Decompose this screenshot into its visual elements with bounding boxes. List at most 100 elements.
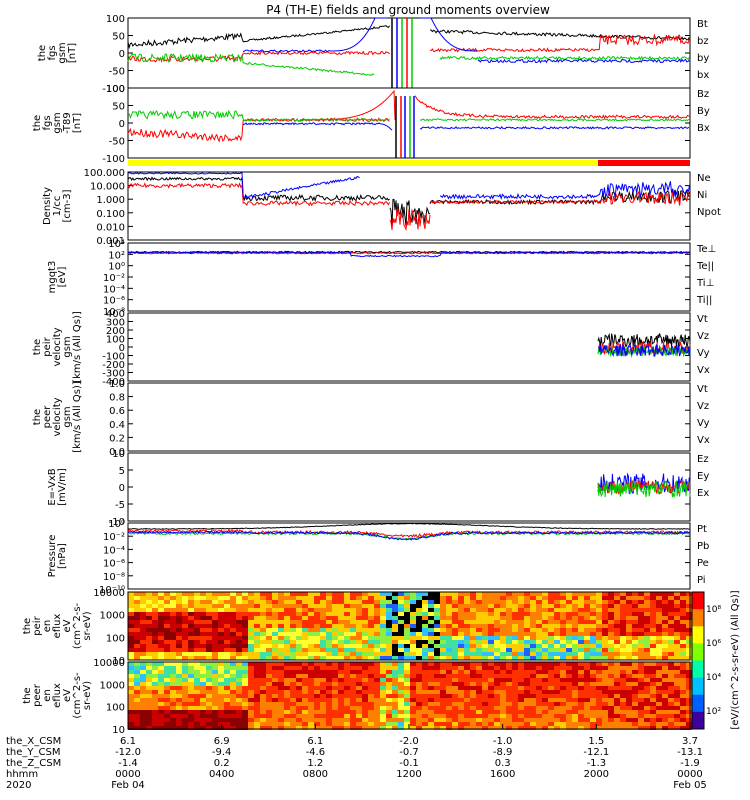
spectrogram-cell: [494, 624, 500, 628]
spectrogram-cell: [458, 702, 464, 706]
spectrogram-cell: [140, 670, 146, 674]
spectrogram-cell: [416, 612, 422, 616]
spectrogram-cell: [476, 604, 482, 608]
spectrogram-cell: [152, 706, 158, 710]
spectrogram-cell: [500, 632, 506, 636]
spectrogram-cell: [248, 690, 254, 694]
spectrogram-cell: [332, 714, 338, 718]
spectrogram-cell: [248, 698, 254, 702]
spectrogram-cell: [314, 722, 320, 726]
spectrogram-cell: [674, 628, 680, 632]
spectrogram-cell: [344, 620, 350, 624]
spectrogram-cell: [650, 722, 656, 726]
spectrogram-cell: [344, 600, 350, 604]
spectrogram-cell: [548, 656, 554, 660]
spectrogram-cell: [560, 714, 566, 718]
spectrogram-cell: [590, 670, 596, 674]
spectrogram-cell: [374, 678, 380, 682]
spectrogram-cell: [590, 710, 596, 714]
series-by: [127, 52, 375, 76]
spectrogram-cell: [296, 644, 302, 648]
spectrogram-cell: [320, 702, 326, 706]
spectrogram-cell: [536, 686, 542, 690]
x-row-label: the_Z_CSM: [6, 758, 61, 769]
spectrogram-cell: [590, 678, 596, 682]
spectrogram-cell: [236, 702, 242, 706]
spectrogram-cell: [542, 662, 548, 666]
spectrogram-cell: [542, 678, 548, 682]
spectrogram-cell: [578, 628, 584, 632]
spectrogram-cell: [524, 612, 530, 616]
spectrogram-cell: [338, 706, 344, 710]
spectrogram-cell: [632, 674, 638, 678]
spectrogram-cell: [200, 702, 206, 706]
spectrogram-cell: [134, 670, 140, 674]
spectrogram-cell: [326, 674, 332, 678]
spectrogram-cell: [590, 640, 596, 644]
spectrogram-cell: [140, 690, 146, 694]
spectrogram-cell: [674, 682, 680, 686]
spectrogram-cell: [608, 648, 614, 652]
spectrogram-cell: [596, 694, 602, 698]
spectrogram-cell: [356, 710, 362, 714]
spectrogram-cell: [368, 698, 374, 702]
spectrogram-cell: [404, 636, 410, 640]
spectrogram-cell: [680, 628, 686, 632]
spectrogram-cell: [500, 678, 506, 682]
spectrogram-cell: [416, 648, 422, 652]
spectrogram-cell: [200, 648, 206, 652]
spectrogram-cell: [506, 656, 512, 660]
spectrogram-cell: [128, 666, 134, 670]
spectrogram-cell: [212, 722, 218, 726]
spectrogram-cell: [662, 628, 668, 632]
spectrogram-cell: [260, 690, 266, 694]
spectrogram-cell: [434, 694, 440, 698]
spectrogram-cell: [176, 604, 182, 608]
spectrogram-cell: [584, 624, 590, 628]
spectrogram-cell: [614, 648, 620, 652]
spectrogram-cell: [428, 592, 434, 596]
spectrogram-cell: [398, 608, 404, 612]
spectrogram-cell: [602, 670, 608, 674]
spectrogram-cell: [674, 620, 680, 624]
spectrogram-cell: [410, 710, 416, 714]
spectrogram-cell: [470, 604, 476, 608]
spectrogram-cell: [422, 694, 428, 698]
spectrogram-cell: [314, 592, 320, 596]
spectrogram-cell: [254, 652, 260, 656]
spectrogram-cell: [452, 604, 458, 608]
spectrogram-cell: [386, 670, 392, 674]
spectrogram-cell: [200, 616, 206, 620]
spectrogram-cell: [266, 698, 272, 702]
legend-bx: bx: [697, 70, 709, 81]
spectrogram-cell: [368, 624, 374, 628]
spectrogram-cell: [674, 592, 680, 596]
spectrogram-cell: [266, 620, 272, 624]
spectrogram-cell: [440, 608, 446, 612]
spectrogram-cell: [218, 656, 224, 660]
spectrogram-cell: [308, 612, 314, 616]
spectrogram-cell: [560, 662, 566, 666]
spectrogram-cell: [176, 706, 182, 710]
y-axis-label: E=-VxB: [47, 468, 58, 505]
spectrogram-cell: [344, 690, 350, 694]
spectrogram-cell: [614, 702, 620, 706]
y-tick-label: 10⁴: [108, 239, 125, 250]
spectrogram-cell: [578, 662, 584, 666]
spectrogram-cell: [248, 624, 254, 628]
spectrogram-cell: [236, 636, 242, 640]
spectrogram-cell: [518, 616, 524, 620]
spectrogram-cell: [506, 678, 512, 682]
spectrogram-cell: [644, 694, 650, 698]
spectrogram-cell: [512, 726, 518, 730]
spectrogram-cell: [188, 648, 194, 652]
spectrogram-cell: [176, 628, 182, 632]
spectrogram-cell: [254, 592, 260, 596]
series-bx: [477, 58, 690, 64]
spectrogram-cell: [650, 616, 656, 620]
spectrogram-cell: [266, 670, 272, 674]
spectrogram-cell: [290, 690, 296, 694]
spectrogram-cell: [500, 698, 506, 702]
spectrogram-cell: [140, 652, 146, 656]
spectrogram-cell: [212, 604, 218, 608]
